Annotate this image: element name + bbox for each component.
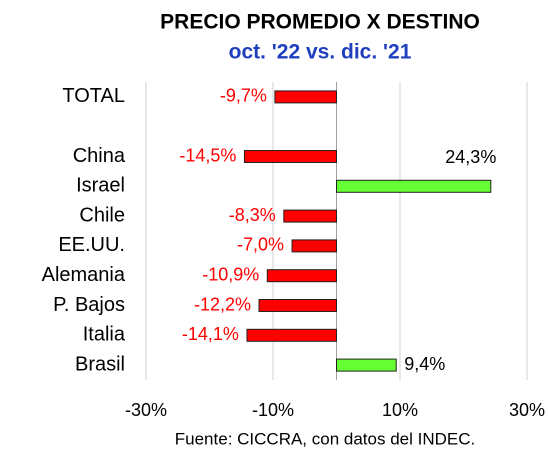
chart-subtitle: oct. '22 vs. dic. '21 <box>229 41 412 64</box>
x-tick-label: -30% <box>125 400 167 420</box>
category-label: Israel <box>76 175 125 197</box>
category-label: Chile <box>79 204 125 226</box>
bar <box>336 358 397 372</box>
value-label: -12,2% <box>194 294 251 314</box>
value-label: -7,0% <box>237 235 284 255</box>
category-label: Alemania <box>42 264 126 286</box>
bar <box>291 239 337 253</box>
x-tick-label: -10% <box>252 400 294 420</box>
bar <box>283 209 338 223</box>
category-label: China <box>73 145 126 167</box>
value-label: 24,3% <box>445 147 496 167</box>
value-label: 9,4% <box>404 354 445 374</box>
x-tick-label: 10% <box>382 400 418 420</box>
category-label: EE.UU. <box>58 234 125 256</box>
value-label: -8,3% <box>229 205 276 225</box>
x-tick-label: 30% <box>509 400 545 420</box>
category-label: Italia <box>83 324 126 346</box>
value-label: -14,1% <box>182 324 239 344</box>
bar <box>266 269 337 283</box>
chart-title: PRECIO PROMEDIO X DESTINO <box>160 11 480 34</box>
bar <box>243 150 337 163</box>
category-label: Brasil <box>75 353 125 375</box>
bar <box>274 90 337 104</box>
value-label: -14,5% <box>179 145 236 165</box>
category-label: TOTAL <box>62 85 125 107</box>
bar <box>336 179 492 193</box>
bar <box>258 299 337 312</box>
value-label: -10,9% <box>202 264 259 284</box>
category-label: P. Bajos <box>53 294 125 316</box>
value-label: -9,7% <box>220 86 267 106</box>
bar <box>246 328 337 342</box>
source-note: Fuente: CICCRA, con datos del INDEC. <box>175 429 475 448</box>
